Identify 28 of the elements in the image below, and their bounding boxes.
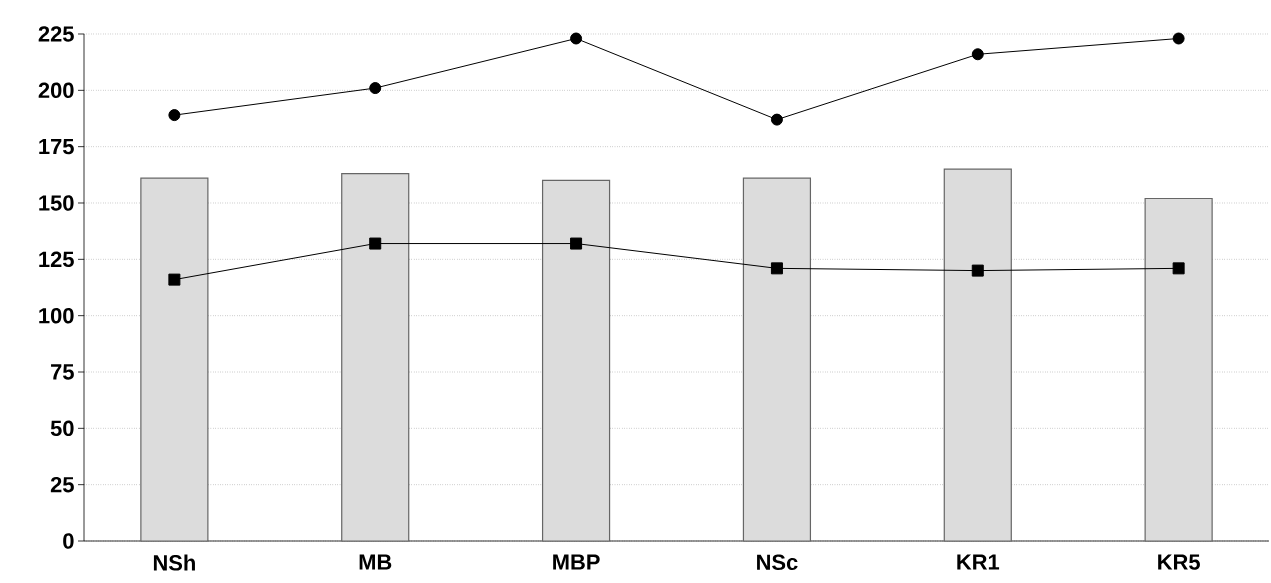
y-tick-label: 25 [50, 476, 74, 493]
point [770, 113, 783, 126]
point [168, 109, 181, 122]
point [168, 273, 181, 286]
y-tick-label: 175 [39, 139, 74, 155]
y-tick-label: 100 [39, 307, 74, 324]
y-tick-label: 225 [38, 26, 74, 42]
y-tick-label: 150 [39, 195, 74, 211]
point [570, 237, 583, 250]
y-tick-label: 50 [50, 420, 74, 437]
x-tick-label: NSh [153, 554, 195, 571]
point [770, 262, 783, 275]
x-tick-label: KR5 [1158, 554, 1200, 570]
x-tick-label: KR1 [957, 554, 1000, 570]
point [1172, 32, 1185, 45]
x-tick-label: MBP [553, 554, 600, 570]
point [971, 48, 984, 61]
point [369, 82, 382, 95]
point [971, 264, 984, 277]
point [1172, 262, 1185, 275]
point [570, 32, 583, 45]
x-tick-label: MB [359, 554, 392, 570]
point [369, 237, 382, 250]
y-tick-label: 75 [51, 364, 74, 380]
y-tick-label: 0 [63, 533, 74, 549]
y-tick-label: 125 [39, 251, 74, 268]
y-tick-label: 200 [38, 82, 74, 99]
x-tick-label: NSc [757, 554, 798, 571]
